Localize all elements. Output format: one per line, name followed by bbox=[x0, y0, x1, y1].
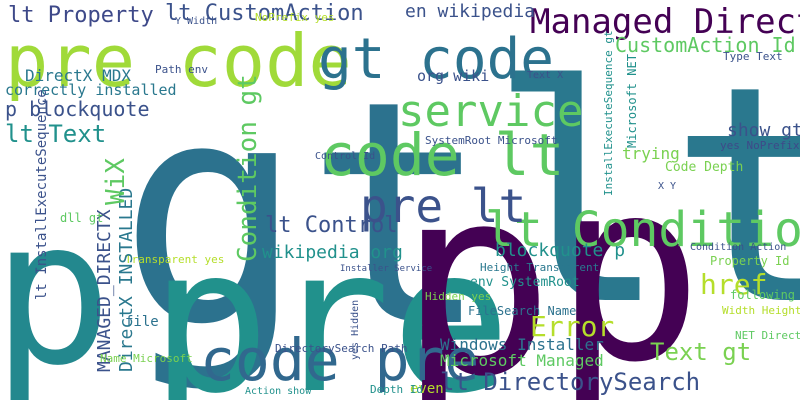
word: Text X bbox=[527, 70, 563, 81]
word: Action show bbox=[245, 386, 312, 397]
word: Depth Id bbox=[370, 383, 423, 396]
word: Windows Installer bbox=[440, 335, 604, 354]
word: FileSearch Name bbox=[468, 304, 576, 318]
word: Width Height bbox=[722, 304, 800, 317]
word: p blockquote bbox=[5, 97, 150, 121]
word: Control Id bbox=[315, 151, 375, 162]
word: file bbox=[125, 314, 159, 330]
word: correctly installed bbox=[5, 81, 177, 99]
word: gt bbox=[118, 35, 491, 396]
word: code pre bbox=[200, 326, 479, 394]
word: Condition gt bbox=[233, 74, 263, 262]
word: MANAGED_DIRECTX bbox=[94, 209, 115, 372]
word: lt bbox=[488, 22, 800, 371]
word: yes Hidden bbox=[350, 300, 361, 360]
word: Microsoft NET bbox=[625, 54, 639, 148]
word: lt Control bbox=[265, 213, 397, 238]
word: en wikipedia bbox=[405, 1, 535, 22]
word: env SystemRoot bbox=[470, 275, 580, 290]
word: p bbox=[398, 132, 555, 400]
word: DirectorySearch Path bbox=[275, 342, 407, 355]
word: pre code bbox=[5, 19, 352, 103]
word: Code Depth bbox=[665, 160, 743, 175]
word: Path env bbox=[155, 63, 208, 76]
word: Hidden yes bbox=[425, 290, 491, 303]
word: Error bbox=[530, 310, 614, 343]
word: Name Microsoft bbox=[100, 352, 193, 365]
word: code lt bbox=[320, 121, 564, 189]
word: SystemRoot Microsoft bbox=[425, 134, 557, 147]
word: Transparent yes bbox=[125, 253, 224, 266]
word: X Y bbox=[658, 181, 676, 192]
word: service bbox=[398, 86, 583, 137]
word: Height Transparent bbox=[480, 261, 599, 274]
word: even bbox=[410, 381, 444, 397]
word: lt CustomAction bbox=[165, 1, 364, 26]
word: lt DirectorySearch bbox=[440, 368, 700, 396]
word: Text gt bbox=[650, 338, 751, 366]
word: p bbox=[553, 126, 704, 400]
word: Microsoft Managed bbox=[440, 351, 604, 370]
word: following bbox=[730, 288, 795, 302]
word: blockquote p bbox=[495, 240, 625, 261]
word: pre bbox=[150, 205, 511, 400]
word: yes NoPrefix bbox=[720, 139, 800, 152]
word: Installer Service bbox=[340, 264, 432, 274]
word: NET DirectX bbox=[735, 329, 800, 342]
word: gt code bbox=[318, 27, 554, 92]
word: Y Width bbox=[175, 16, 217, 27]
word: dll gt bbox=[60, 211, 103, 225]
word: pre lt bbox=[360, 179, 526, 233]
word: WiX bbox=[101, 158, 131, 205]
word: CustomAction Id bbox=[615, 33, 796, 57]
word: InstallExecuteSequence gt bbox=[602, 30, 615, 196]
word: lt Text bbox=[5, 120, 106, 148]
word: Type Text bbox=[723, 50, 783, 63]
word: NoPrefix yes bbox=[255, 11, 334, 24]
word: lt InstallExecuteSequence bbox=[34, 89, 50, 300]
word: Condition Action bbox=[690, 242, 786, 253]
word: org wiki bbox=[417, 67, 489, 85]
word: lt Condition bbox=[485, 202, 800, 258]
word: Managed DirectX bbox=[530, 2, 800, 42]
word: lt Property bbox=[8, 3, 154, 28]
word: href bbox=[700, 268, 767, 301]
word: Property Id bbox=[710, 254, 789, 268]
word: p bbox=[0, 177, 112, 400]
word: trying bbox=[622, 144, 680, 163]
word: DirectX INSTALLED bbox=[116, 188, 137, 372]
word: show gt bbox=[727, 120, 800, 141]
word: wikipedia org bbox=[262, 242, 403, 263]
word: DirectX MDX bbox=[25, 66, 131, 85]
